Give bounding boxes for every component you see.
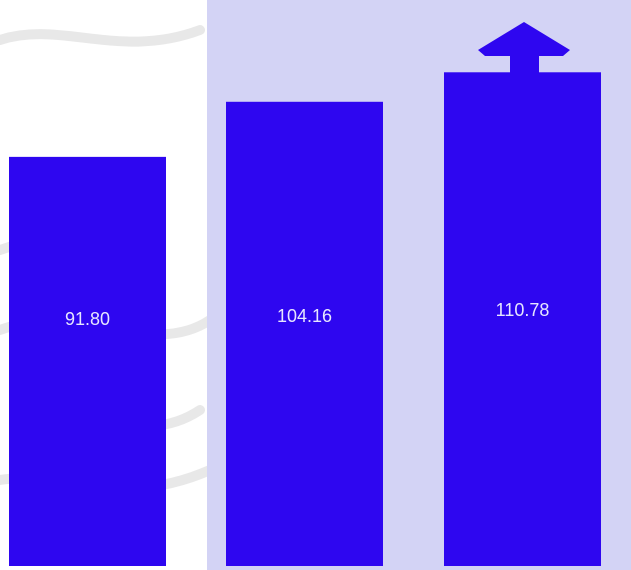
bar-value-label-1: 91.80 <box>65 309 110 329</box>
up-arrow-icon <box>478 22 570 96</box>
arrow-shape <box>478 22 570 96</box>
bar-2 <box>226 101 383 566</box>
bar-value-label-2: 104.16 <box>277 306 332 326</box>
bar-1 <box>9 156 166 566</box>
background-stroke <box>0 25 205 47</box>
bar-value-label-3: 110.78 <box>496 300 550 320</box>
bar-3 <box>444 72 601 566</box>
bars-group <box>9 72 601 566</box>
value-labels-group: 91.80 104.16 110.78 <box>65 300 549 329</box>
